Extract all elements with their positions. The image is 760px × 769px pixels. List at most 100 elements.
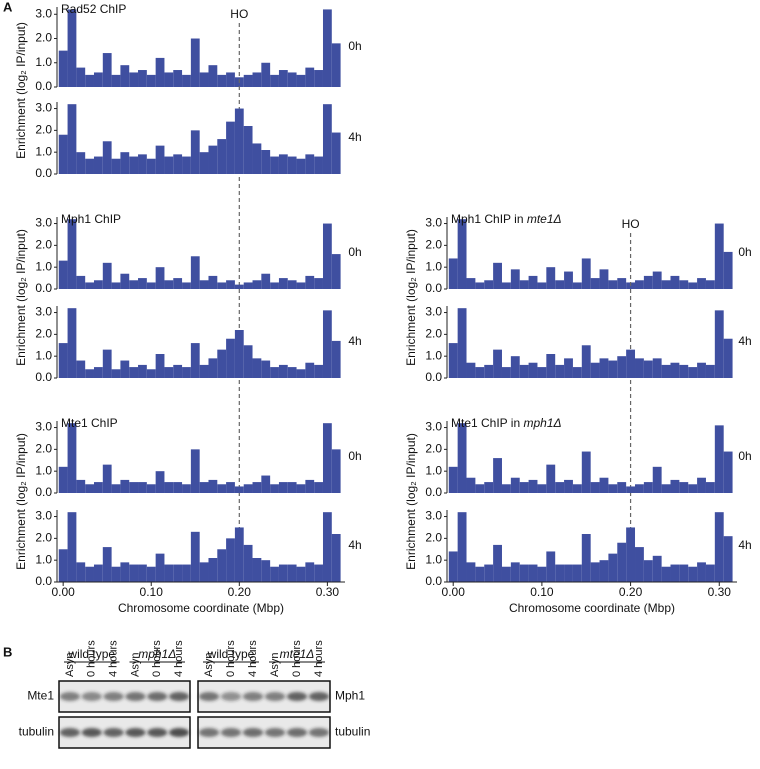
signal-bar — [58, 50, 68, 87]
signal-bar — [173, 278, 183, 289]
signal-bar — [199, 482, 209, 493]
y-tick-label: 2.0 — [35, 31, 52, 45]
signal-bar — [261, 62, 271, 87]
band — [59, 692, 80, 701]
signal-bar — [208, 65, 218, 87]
lane-label: Asyn — [129, 653, 141, 677]
signal-bar — [457, 219, 467, 289]
annotation: HO — [622, 217, 640, 231]
lane-label: 4 hours — [173, 640, 185, 677]
signal-bar — [688, 367, 698, 378]
signal-bar — [120, 562, 130, 582]
y-tick-label: 1.0 — [425, 552, 442, 566]
signal-bar — [190, 256, 200, 289]
signal-bar — [484, 364, 494, 378]
signal-bar — [572, 484, 582, 493]
signal-bar — [314, 70, 323, 87]
signal-bar — [102, 547, 112, 582]
y-tick-label: 2.0 — [35, 123, 52, 137]
signal-bar — [243, 544, 253, 582]
signal-bar — [85, 369, 94, 378]
signal-bar — [305, 275, 315, 289]
signal-bar — [314, 564, 323, 582]
signal-bar — [217, 549, 227, 582]
blot-background — [197, 680, 331, 713]
signal-bar — [252, 358, 262, 378]
signal-bar — [199, 562, 209, 582]
signal-bar — [93, 72, 103, 87]
signal-bar — [261, 273, 271, 289]
signal-bar — [714, 223, 724, 289]
time-label: 4h — [348, 334, 361, 348]
signal-bar — [599, 560, 609, 582]
signal-bar — [155, 553, 165, 582]
signal-bar — [555, 280, 565, 289]
signal-bar — [120, 273, 130, 289]
signal-bar — [322, 223, 332, 289]
y-tick-label: 3.0 — [425, 305, 442, 319]
signal-bar — [519, 280, 529, 289]
signal-bar — [138, 564, 147, 582]
y-tick-label: 0.0 — [35, 79, 52, 93]
time-label: 0h — [348, 245, 361, 259]
signal-bar — [164, 564, 174, 582]
signal-bar — [226, 338, 235, 378]
y-tick-label: 2.0 — [35, 238, 52, 252]
signal-bar — [714, 310, 724, 378]
signal-bar — [537, 484, 547, 493]
signal-bar — [331, 534, 341, 582]
signal-bar — [226, 538, 235, 582]
lane-label: 0 hours — [151, 640, 163, 677]
title-text: Mte1 ChIP in — [451, 416, 520, 430]
signal-bar — [270, 566, 279, 582]
signal-bar — [448, 343, 458, 378]
signal-bar — [564, 271, 573, 289]
signal-bar — [146, 158, 156, 174]
signal-bar — [252, 72, 262, 87]
signal-bar — [510, 269, 520, 289]
signal-bar — [129, 482, 139, 493]
signal-bar — [652, 555, 662, 582]
signal-bar — [67, 423, 77, 493]
x-tick-label: 0.10 — [140, 585, 164, 599]
signal-bar — [243, 282, 253, 289]
signal-bar — [617, 278, 627, 289]
signal-bar — [519, 564, 529, 582]
y-tick-label: 1.0 — [425, 259, 442, 273]
signal-bar — [252, 143, 262, 174]
y-tick-label: 1.0 — [35, 144, 52, 158]
signal-bar — [111, 74, 121, 87]
signal-bar — [217, 139, 227, 174]
signal-bar — [305, 154, 315, 174]
band — [103, 692, 124, 701]
signal-bar — [252, 482, 262, 493]
signal-bar — [252, 280, 262, 289]
y-tick-label: 1.0 — [35, 463, 52, 477]
signal-bar — [208, 275, 218, 289]
signal-bar — [243, 126, 253, 174]
signal-bar — [111, 158, 121, 174]
signal-bar — [652, 466, 662, 493]
annotation: HO — [230, 7, 248, 21]
band — [169, 692, 190, 701]
band — [59, 728, 80, 737]
signal-bar — [208, 358, 218, 378]
signal-bar — [510, 356, 520, 378]
band — [264, 728, 286, 737]
signal-bar — [296, 74, 306, 87]
signal-bar — [164, 367, 174, 378]
y-tick-label: 3.0 — [35, 101, 52, 115]
signal-bar — [182, 74, 191, 87]
signal-bar — [581, 258, 591, 289]
signal-bar — [182, 367, 191, 378]
signal-bar — [67, 512, 77, 582]
signal-bar — [688, 282, 698, 289]
signal-bar — [661, 280, 671, 289]
signal-bar — [111, 282, 121, 289]
signal-bar — [679, 564, 689, 582]
y-tick-label: 0.0 — [35, 485, 52, 499]
signal-bar — [261, 150, 271, 174]
signal-bar — [501, 484, 511, 493]
band — [308, 692, 330, 701]
signal-bar — [155, 354, 165, 378]
